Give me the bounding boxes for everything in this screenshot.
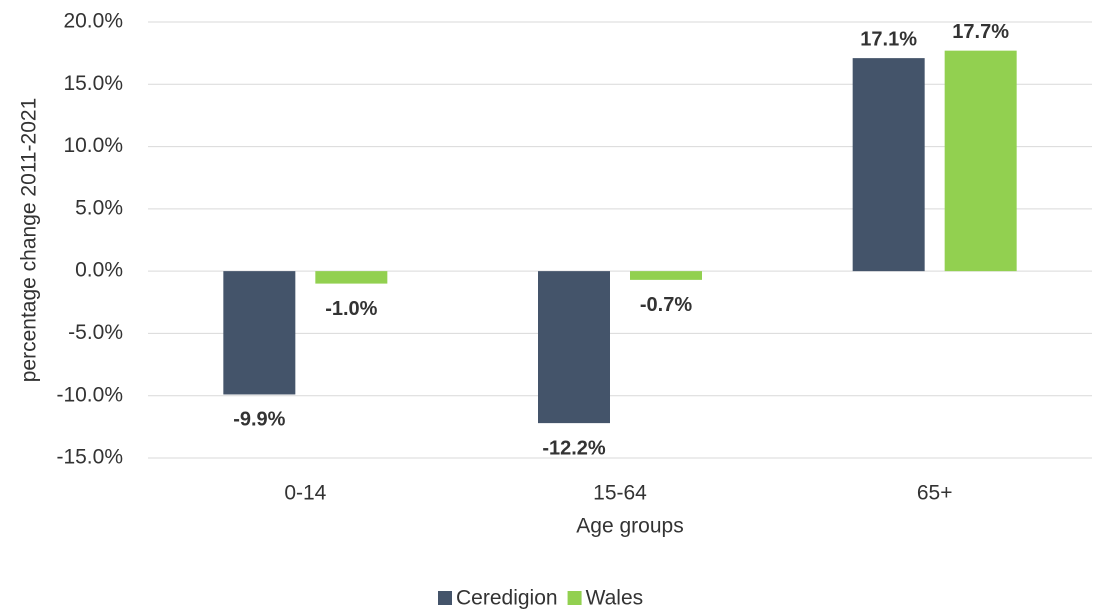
x-tick-label: 0-14: [284, 482, 326, 505]
bar: [944, 50, 1017, 272]
data-label: -12.2%: [542, 437, 606, 459]
data-label: -1.0%: [325, 298, 377, 320]
legend-swatch: [438, 591, 452, 605]
x-tick-label: 15-64: [593, 482, 647, 505]
y-axis-title: percentage change 2011-2021: [18, 98, 41, 383]
bar: [315, 271, 388, 284]
y-tick-label: 15.0%: [63, 72, 123, 95]
x-tick-label: 65+: [917, 482, 953, 505]
data-label: 17.1%: [860, 28, 917, 50]
legend-swatch: [567, 591, 582, 605]
bar: [223, 271, 296, 395]
y-tick-label: 5.0%: [75, 196, 123, 219]
y-tick-label: -15.0%: [56, 446, 123, 469]
y-tick-label: 10.0%: [63, 134, 123, 157]
bar: [852, 58, 925, 272]
legend-label: Wales: [586, 587, 644, 610]
data-label: 17.7%: [952, 21, 1009, 43]
legend-label: Ceredigion: [456, 587, 558, 610]
y-tick-label: -10.0%: [56, 383, 123, 406]
bar: [630, 271, 702, 280]
y-tick-label: 20.0%: [63, 10, 123, 33]
bar: [538, 271, 610, 424]
data-label: -0.7%: [640, 294, 692, 316]
x-axis-title: Age groups: [576, 515, 683, 538]
data-label: -9.9%: [233, 409, 285, 431]
y-tick-label: 0.0%: [75, 259, 123, 282]
y-tick-label: -5.0%: [68, 321, 123, 344]
